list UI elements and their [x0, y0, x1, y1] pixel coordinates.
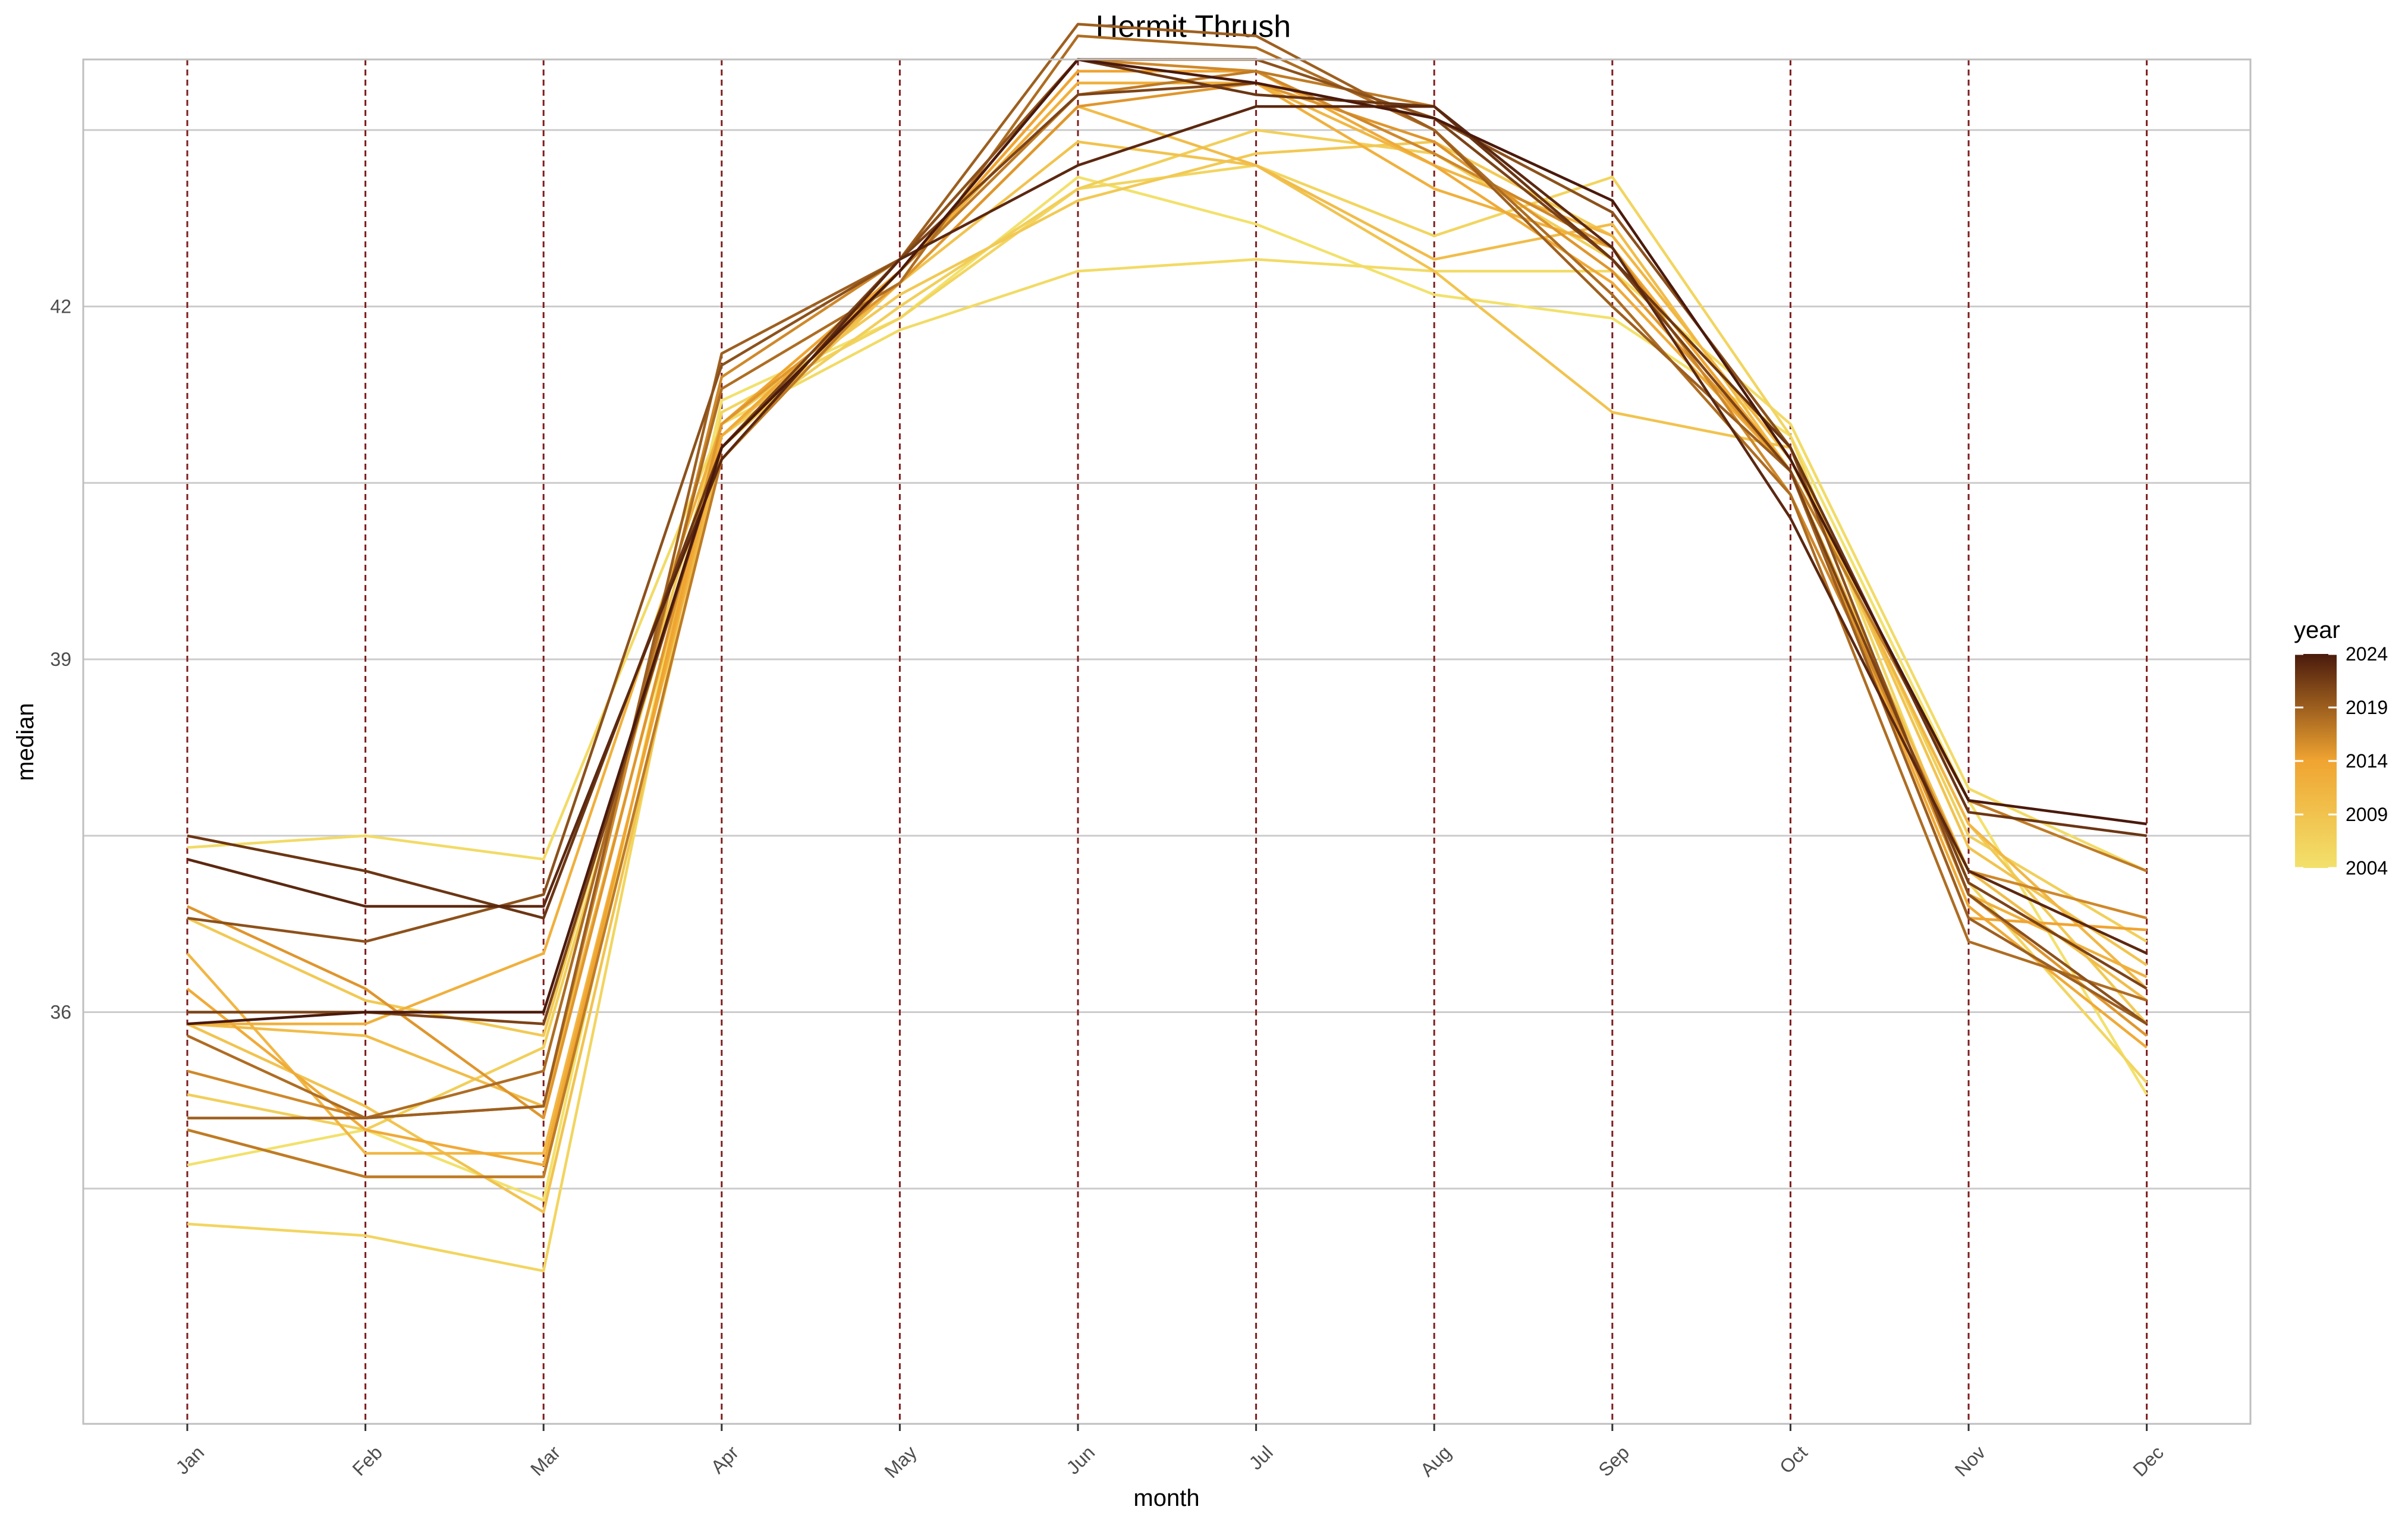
legend: year 2024 2019 2014 2009 2004	[2294, 617, 2388, 879]
y-tick-label: 42	[50, 295, 71, 317]
x-tick-label: Oct	[1775, 1442, 1812, 1478]
series-line-2006	[187, 163, 2148, 1273]
x-tick-label: Jun	[1062, 1442, 1099, 1479]
x-tick-label: Mar	[526, 1442, 565, 1480]
legend-tick-label: 2019	[2346, 697, 2388, 718]
x-axis-title: month	[1133, 1485, 1199, 1511]
legend-tick-label: 2014	[2346, 750, 2388, 772]
series-line-2020	[187, 58, 2148, 1026]
legend-tick-label: 2024	[2346, 643, 2388, 665]
series-line-2022	[187, 58, 2147, 920]
grid-layer	[83, 129, 2250, 1190]
plot-panel	[82, 23, 2252, 1425]
x-tick-label: Dec	[2129, 1442, 2168, 1481]
x-tick-label: Feb	[348, 1442, 386, 1480]
y-tick-label: 39	[50, 649, 71, 670]
y-tick-label: 36	[50, 1002, 71, 1023]
series-line-2005	[187, 258, 2148, 873]
series-line-2021	[187, 81, 2148, 1026]
x-tick-label: Sep	[1594, 1442, 1633, 1481]
legend-ticks: 2024 2019 2014 2009 2004	[2295, 643, 2388, 879]
x-tick-label: Aug	[1416, 1442, 1456, 1481]
x-tick-label: Apr	[706, 1442, 743, 1478]
series-line-2024	[187, 58, 2147, 1026]
series-line-2004	[187, 175, 2148, 1202]
series-line-2019	[187, 23, 2148, 1119]
x-tick-label: Nov	[1951, 1442, 1990, 1481]
series-layer	[186, 23, 2148, 1273]
series-line-2017	[187, 70, 2148, 1178]
y-axis: 36 39 42	[50, 295, 71, 1023]
x-tick-label: Jul	[1245, 1442, 1277, 1474]
legend-title: year	[2294, 617, 2340, 643]
x-tick-label: May	[881, 1442, 921, 1482]
series-line-2018	[187, 34, 2148, 1119]
legend-tick-label: 2009	[2346, 804, 2388, 825]
series-line-2009	[187, 140, 2148, 1214]
series-line-2023	[187, 105, 2148, 955]
plot-border	[82, 58, 2252, 1425]
x-tick-label: Jan	[171, 1442, 208, 1479]
x-axis: Jan Feb Mar Apr May Jun Jul Aug Sep Oct Nov Dec	[171, 1424, 2168, 1482]
y-axis-title: median	[12, 703, 39, 781]
legend-tick-label: 2004	[2346, 857, 2388, 879]
